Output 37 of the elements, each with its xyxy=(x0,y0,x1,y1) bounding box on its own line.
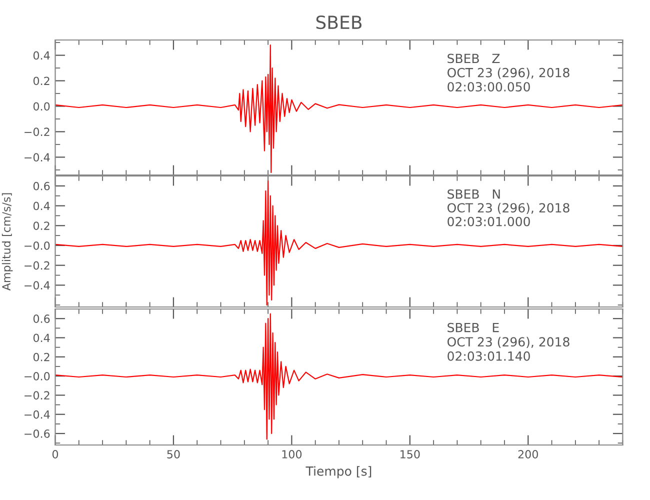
x-tick-label: 100 xyxy=(282,450,302,458)
annotation: 02:03:01.140 xyxy=(448,351,530,361)
line-series xyxy=(55,44,623,174)
line-series xyxy=(55,313,623,440)
annotation: OCT 23 (296), 2018 xyxy=(447,336,570,348)
x-tick-label: 150 xyxy=(400,450,420,458)
y-tick-label: −0.2 xyxy=(24,391,50,400)
annotation: OCT 23 (296), 2018 xyxy=(447,68,570,79)
x-axis-title: Tiempo [s] xyxy=(306,466,372,478)
chart-title: SBEB xyxy=(316,15,362,30)
y-tick-label: 0.6 xyxy=(33,182,50,190)
y-tick-label: 0.0 xyxy=(33,102,50,111)
annotation: OCT 23 (296), 2018 xyxy=(447,202,570,214)
y-tick-label: 0.2 xyxy=(33,76,50,86)
x-tick-label: 200 xyxy=(518,450,538,458)
annotation: SBEB Z xyxy=(448,54,500,64)
y-tick-label: −0.6 xyxy=(24,429,50,438)
y-tick-label: 0.2 xyxy=(33,222,50,230)
y-tick-label: 0.2 xyxy=(33,352,50,362)
y-tick-label: 0.6 xyxy=(33,314,50,323)
y-axis-title: Amplitud [cm/s/s] xyxy=(2,193,13,291)
x-tick-label: 50 xyxy=(167,450,180,458)
x-tick-label: 0 xyxy=(52,450,58,458)
y-tick-label: −0.0 xyxy=(24,372,50,380)
annotation: 02:03:00.050 xyxy=(448,82,530,92)
y-tick-label: −0.4 xyxy=(24,410,50,419)
annotation: 02:03:01.000 xyxy=(448,216,530,226)
annotation: SBEB N xyxy=(448,189,500,199)
y-tick-label: −0.4 xyxy=(24,281,50,290)
y-tick-label: −0.2 xyxy=(24,261,50,270)
y-tick-label: −0.0 xyxy=(24,241,50,250)
annotation: SBEB E xyxy=(448,322,499,332)
y-tick-label: 0.4 xyxy=(33,202,50,210)
y-tick-label: 0.4 xyxy=(33,51,50,60)
y-tick-label: −0.4 xyxy=(24,153,50,162)
y-tick-label: 0.4 xyxy=(33,334,50,342)
y-tick-label: −0.2 xyxy=(24,128,50,136)
